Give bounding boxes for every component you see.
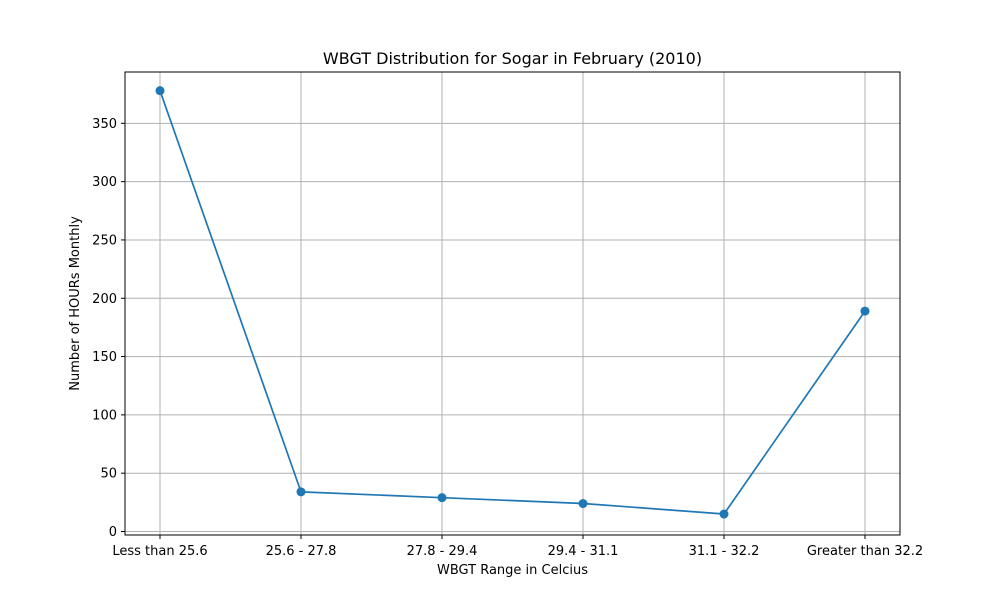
data-point — [296, 487, 306, 497]
x-tick-label: 31.1 - 32.2 — [689, 544, 760, 559]
data-point — [578, 499, 588, 509]
x-tick-label: 29.4 - 31.1 — [548, 544, 619, 559]
y-tick-label: 100 — [92, 408, 117, 423]
plot-area-frame — [124, 71, 901, 536]
y-axis-ticks: 0 50 100 150 200 250 300 350 — [92, 117, 125, 540]
x-axis-ticks: Less than 25.6 25.6 - 27.8 27.8 - 29.4 29.4… — [112, 535, 923, 559]
data-point — [437, 493, 447, 503]
series-line — [159, 90, 866, 515]
y-tick-label: 0 — [109, 525, 117, 540]
y-axis-label: Number of HOURs Monthly — [68, 216, 83, 391]
x-tick-label: 27.8 - 29.4 — [407, 544, 478, 559]
y-tick-label: 350 — [92, 117, 117, 132]
x-tick-label: Less than 25.6 — [112, 544, 207, 559]
y-tick-label: 250 — [92, 233, 117, 248]
y-tick-label: 300 — [92, 175, 117, 190]
y-tick-label: 150 — [92, 350, 117, 365]
data-point — [860, 306, 870, 316]
x-axis-label: WBGT Range in Celcius — [437, 563, 588, 578]
data-point — [719, 509, 729, 519]
x-tick-label: 25.6 - 27.8 — [266, 544, 337, 559]
series-group — [155, 86, 870, 519]
x-tick-label: Greater than 32.2 — [807, 544, 923, 559]
data-point — [155, 86, 165, 96]
y-tick-label: 50 — [100, 467, 117, 482]
grid-lines — [125, 72, 900, 535]
chart-title: WBGT Distribution for Sogar in February … — [323, 49, 702, 68]
y-tick-label: 200 — [92, 292, 117, 307]
